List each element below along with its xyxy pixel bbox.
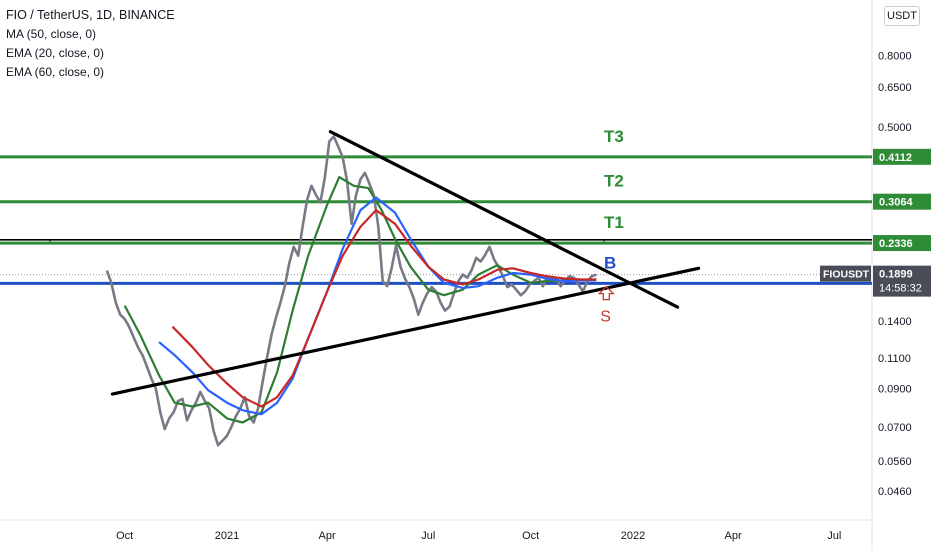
x-tick-label: Oct xyxy=(116,530,133,542)
current-price-tag: 0.1899 xyxy=(879,269,913,281)
y-tick-label: 0.0460 xyxy=(878,486,912,498)
current-price-tag-bg xyxy=(873,265,931,297)
series-line-ema20 xyxy=(123,176,597,424)
x-tick-label: 2021 xyxy=(215,530,239,542)
countdown-tag: 14:58:32 xyxy=(879,283,922,295)
x-tick-label: 2022 xyxy=(621,530,645,542)
level-price-tag: 0.3064 xyxy=(879,197,914,209)
y-tick-label: 0.0900 xyxy=(878,384,912,396)
y-tick-label: 0.0560 xyxy=(878,456,912,468)
series-line-ema60 xyxy=(171,209,597,408)
level-price-tag-bg xyxy=(873,148,931,165)
y-tick-label: 0.8000 xyxy=(878,50,912,62)
legend-ema20[interactable]: EMA (20, close, 0) xyxy=(6,46,105,60)
chart-legend: FIO / TetherUS, 1D, BINANCE MA (50, clos… xyxy=(6,6,175,82)
y-tick-label: 0.5000 xyxy=(878,122,912,134)
x-tick-label: Apr xyxy=(319,530,336,542)
series-line-ma50 xyxy=(158,196,597,416)
legend-symbol-title[interactable]: FIO / TetherUS, 1D, BINANCE xyxy=(6,8,175,22)
series-line-price xyxy=(105,135,597,447)
x-tick-label: Apr xyxy=(725,530,742,542)
level-price-tag: 0.4112 xyxy=(879,152,912,164)
symbol-tag: FIOUSDT xyxy=(823,269,870,281)
level-name-t1: T1 xyxy=(604,213,624,232)
y-tick-label: 0.0700 xyxy=(878,422,912,434)
horizontal-levels-layer xyxy=(0,155,872,285)
annotation-layer: T3 T2 T1 B S xyxy=(597,127,624,326)
trendline-1 xyxy=(110,266,701,396)
sell-marker-label: S xyxy=(600,309,611,326)
level-price-tag-bg xyxy=(873,235,931,252)
x-tick-label: Oct xyxy=(522,530,539,542)
currency-scale-button[interactable]: USDT xyxy=(884,6,920,26)
level-name-t3: T3 xyxy=(604,127,624,146)
sell-hand-icon xyxy=(597,285,615,301)
grid-layer xyxy=(0,0,873,550)
level-name-b: B xyxy=(604,253,616,272)
legend-ma50[interactable]: MA (50, close, 0) xyxy=(6,27,97,41)
level-price-tag: 0.2336 xyxy=(879,238,913,250)
series-layer xyxy=(105,135,597,447)
y-tick-label: 0.1400 xyxy=(878,316,912,328)
level-name-t2: T2 xyxy=(604,172,624,191)
price-axis-layer: Oct 2021 Apr Jul Oct 2022 Apr Jul 0.8000 0.6500 0.… xyxy=(116,50,931,542)
trendline-2 xyxy=(328,130,680,309)
symbol-tag-bg xyxy=(820,265,871,282)
level-price-tag-bg xyxy=(873,193,931,210)
x-tick-label: Jul xyxy=(827,530,841,542)
y-tick-label: 0.6500 xyxy=(878,82,912,94)
legend-ema60[interactable]: EMA (60, close, 0) xyxy=(6,65,105,79)
trendlines-layer xyxy=(110,130,701,396)
y-tick-label: 0.1100 xyxy=(878,353,911,365)
x-tick-label: Jul xyxy=(421,530,435,542)
